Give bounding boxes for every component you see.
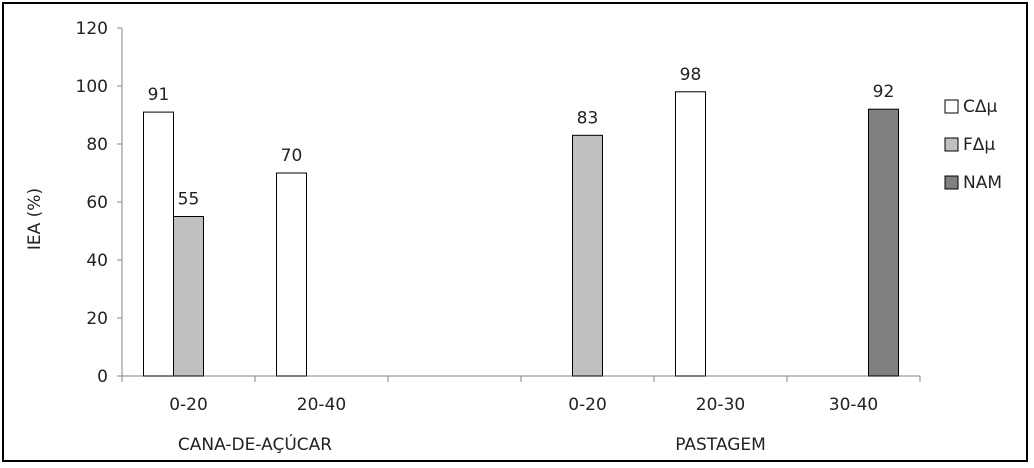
x-category-label: 30-40 [829, 395, 878, 415]
x-category-label: 20-40 [297, 395, 346, 415]
data-label: 55 [178, 190, 200, 210]
bar-chart: IEA (%) 0 20 40 60 80 100 120 0-20 20-40 0-20 20-3… [25, 19, 1002, 455]
y-tick-label: 80 [86, 135, 108, 155]
y-tick-label: 40 [86, 251, 108, 271]
legend-label: NAM [963, 173, 1002, 193]
data-label: 98 [680, 65, 702, 85]
y-tick-label: 60 [86, 193, 108, 213]
legend-swatch [944, 175, 959, 190]
y-tick-label: 120 [76, 19, 108, 39]
data-label: 70 [281, 146, 303, 166]
y-tick-label: 0 [97, 367, 108, 387]
bar [143, 111, 174, 377]
legend: CΔμ FΔμ NAM [944, 97, 1002, 193]
chart-frame: IEA (%) 0 20 40 60 80 100 120 0-20 20-40 0-20 20-3… [2, 2, 1028, 462]
data-label: 83 [577, 108, 599, 128]
data-label: 92 [873, 82, 895, 102]
bar [173, 216, 204, 377]
bars [143, 91, 899, 377]
bar [276, 172, 307, 377]
x-group-label: CANA-DE-AÇÚCAR [178, 433, 332, 455]
legend-label: CΔμ [963, 97, 997, 117]
legend-label: FΔμ [963, 135, 995, 155]
bar [868, 108, 899, 377]
x-group-label: PASTAGEM [675, 435, 766, 455]
legend-swatch [944, 99, 959, 114]
y-tick-label: 20 [86, 309, 108, 329]
y-axis-label: IEA (%) [25, 188, 45, 250]
bar [675, 91, 706, 377]
data-label: 91 [148, 85, 170, 105]
legend-swatch [944, 137, 959, 152]
bar [572, 134, 603, 377]
x-category-label: 20-30 [696, 395, 745, 415]
y-tick-label: 100 [76, 77, 108, 97]
labels: 91 70 98 55 83 92 [148, 65, 895, 210]
x-category-label: 0-20 [568, 395, 607, 415]
x-category-label: 0-20 [169, 395, 208, 415]
axes: 0 20 40 60 80 100 120 0-20 20-40 0-20 20-30 30-40 CA… [76, 19, 921, 455]
